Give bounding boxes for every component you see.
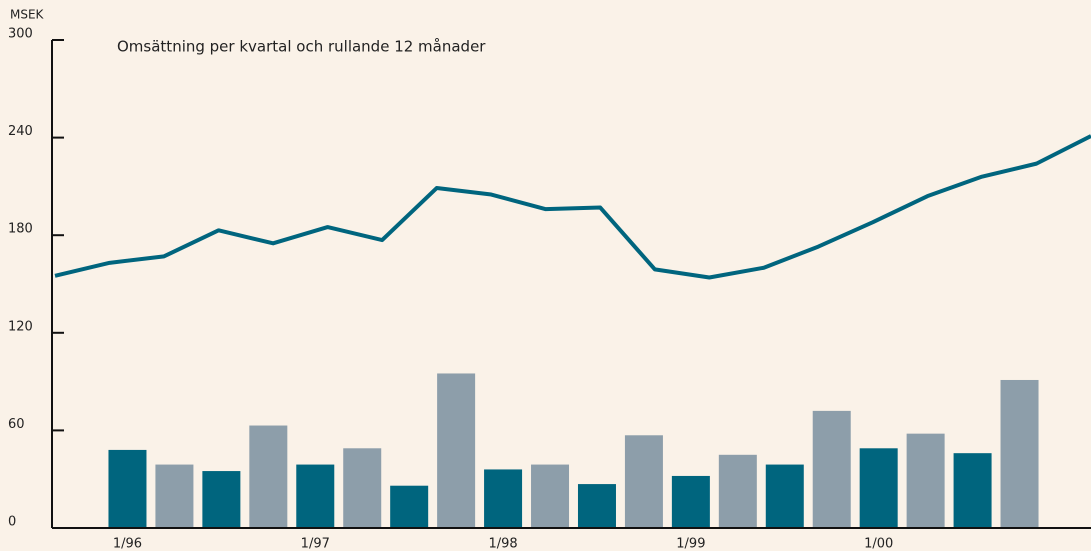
x-tick-label: 1/99 — [676, 537, 705, 551]
y-tick-label: 300 — [8, 27, 33, 42]
x-tick-label: 1/00 — [864, 537, 893, 551]
bar — [671, 475, 710, 528]
bar — [437, 373, 476, 528]
bar — [249, 425, 288, 528]
bar — [1000, 379, 1039, 528]
x-tick-label: 1/96 — [113, 537, 142, 551]
bar — [484, 469, 523, 528]
bar — [108, 449, 147, 528]
bar — [531, 464, 570, 528]
y-unit: MSEK — [10, 8, 45, 22]
bar — [765, 464, 804, 528]
bar — [953, 453, 992, 528]
y-tick-label: 180 — [8, 222, 33, 237]
chart-title: Omsättning per kvartal och rullande 12 m… — [117, 38, 486, 56]
y-tick-label: 60 — [8, 417, 25, 432]
bar — [155, 464, 194, 528]
bar — [390, 485, 429, 528]
x-tick-label: 1/97 — [301, 537, 330, 551]
bar — [577, 484, 616, 528]
bar — [718, 454, 757, 528]
bar — [812, 410, 851, 528]
bar — [624, 435, 663, 528]
y-tick-label: 120 — [8, 319, 33, 334]
line — [54, 134, 1091, 280]
bar — [343, 448, 382, 528]
bar — [859, 448, 898, 528]
y-tick-label: 0 — [8, 515, 16, 530]
x-tick-label: 1/98 — [488, 537, 517, 551]
bar — [296, 464, 335, 528]
y-tick-label: 240 — [8, 124, 33, 139]
bar — [202, 471, 241, 528]
bar — [906, 433, 945, 528]
